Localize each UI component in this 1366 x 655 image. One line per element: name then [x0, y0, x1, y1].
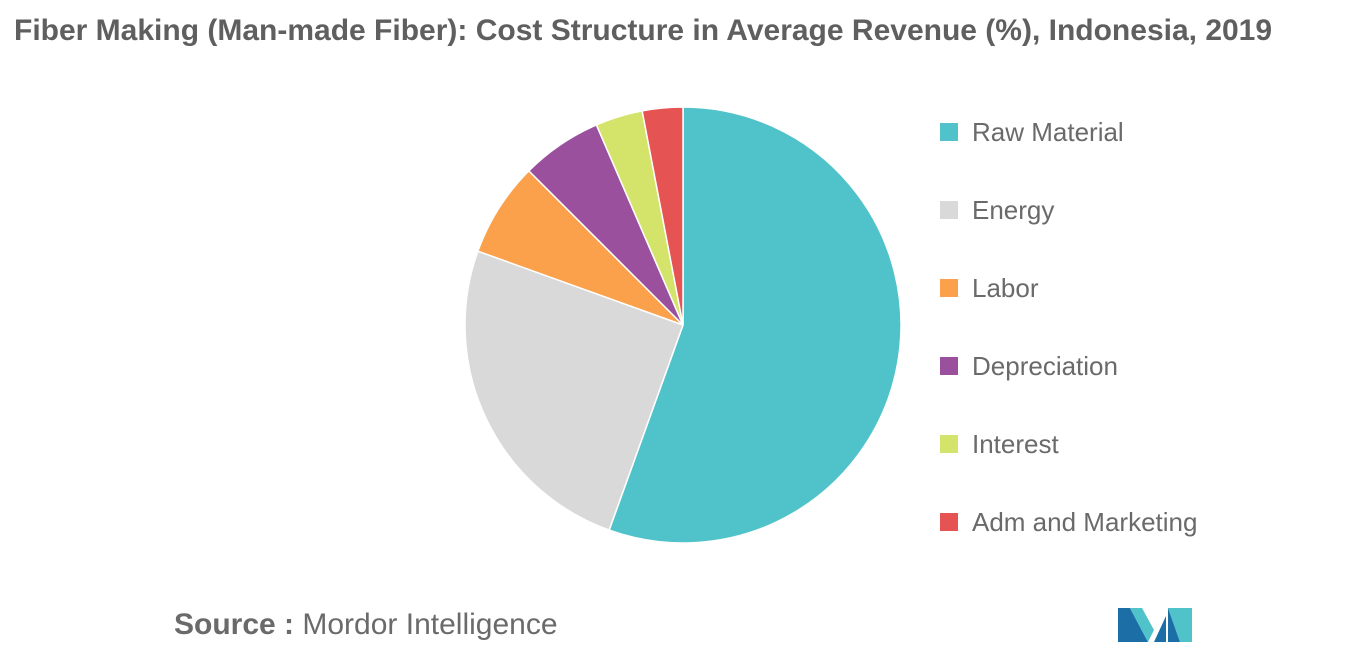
legend-label: Raw Material: [972, 116, 1124, 147]
mordor-intelligence-logo-icon: [1118, 608, 1192, 642]
pie-slice-raw-material: [608, 106, 902, 544]
legend-label: Interest: [972, 428, 1059, 459]
legend-label: Energy: [972, 194, 1055, 225]
chart-title: Fiber Making (Man-made Fiber): Cost Stru…: [14, 14, 1273, 47]
legend-item-interest: Interest: [940, 424, 1059, 464]
legend-swatch: [940, 279, 958, 297]
pie-slice-adm-and-marketing: [641, 106, 684, 326]
legend-item-labor: Labor: [940, 268, 1039, 308]
legend-item-depreciation: Depreciation: [940, 346, 1118, 386]
legend-swatch: [940, 513, 958, 531]
legend-label: Depreciation: [972, 350, 1118, 381]
pie-slice-energy: [464, 250, 684, 532]
legend-item-energy: Energy: [940, 190, 1054, 230]
legend-item-raw-material: Raw Material: [940, 112, 1124, 152]
source-line: Source : Mordor Intelligence: [174, 608, 558, 642]
legend-label: Adm and Marketing: [972, 506, 1198, 537]
legend-swatch: [940, 123, 958, 141]
legend-swatch: [940, 357, 958, 375]
legend-item-adm-and-marketing: Adm and Marketing: [940, 502, 1197, 542]
source-label: Source :: [174, 608, 295, 641]
pie-slices: [464, 106, 902, 544]
legend-swatch: [940, 201, 958, 219]
legend-label: Labor: [972, 272, 1039, 303]
source-name: Mordor Intelligence: [302, 608, 558, 641]
legend-swatch: [940, 435, 958, 453]
